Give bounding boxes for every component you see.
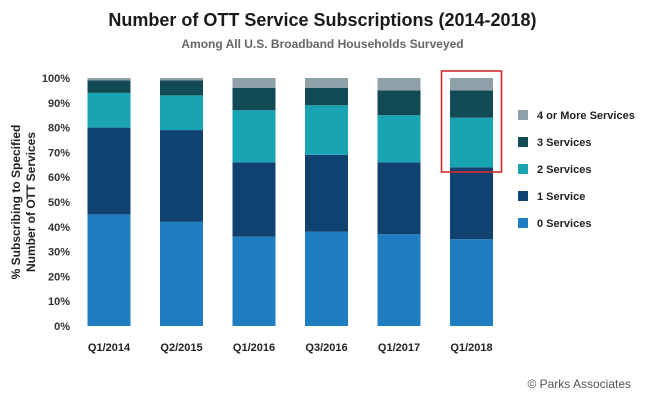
y-tick-label: 40% — [48, 222, 70, 234]
bar-segment — [377, 234, 421, 326]
legend-swatch — [518, 191, 528, 201]
bar-segment — [377, 162, 421, 235]
y-tick-label: 70% — [48, 147, 70, 159]
chart-subtitle: Among All U.S. Broadband Households Surv… — [181, 37, 464, 51]
y-axis-ticks: 0% 10% 20% 30% 40% 50% 60% 70% 80% 90% 100% — [42, 73, 70, 333]
bar-segment — [87, 92, 131, 128]
bar-segment — [305, 154, 348, 232]
x-tick-label: Q3/2016 — [305, 342, 347, 354]
bar-segment — [305, 105, 348, 155]
y-axis-label-line1: % Subscribing to Specified — [9, 125, 23, 280]
y-tick-label: 50% — [48, 197, 70, 209]
legend-label: 1 Service — [537, 191, 585, 203]
x-tick-label: Q2/2015 — [160, 342, 202, 354]
chart-title: Number of OTT Service Subscriptions (201… — [108, 10, 537, 30]
bar-segment — [87, 214, 131, 326]
x-tick-label: Q1/2018 — [450, 342, 492, 354]
bar-segment — [450, 117, 493, 168]
bar-segment — [450, 78, 493, 91]
x-tick-label: Q1/2016 — [233, 342, 275, 354]
y-tick-label: 100% — [42, 73, 70, 85]
bars — [87, 70, 503, 326]
x-tick-label: Q1/2017 — [378, 342, 420, 354]
legend-label: 0 Services — [537, 218, 591, 230]
y-tick-label: 20% — [48, 271, 70, 283]
legend-label: 2 Services — [537, 164, 591, 176]
bar-segment — [160, 130, 203, 222]
bar-segment — [305, 78, 348, 88]
bar-segment — [450, 90, 493, 118]
x-axis-categories: Q1/2014 Q2/2015 Q1/2016 Q3/2016 Q1/2017 Q1/20… — [88, 342, 493, 354]
y-tick-label: 90% — [48, 98, 70, 110]
bar-segment — [160, 80, 203, 96]
legend-swatch — [518, 164, 528, 174]
x-tick-label: Q1/2014 — [88, 342, 131, 354]
y-tick-label: 80% — [48, 123, 70, 135]
bar-segment — [160, 78, 203, 81]
y-tick-label: 30% — [48, 247, 70, 259]
bar-segment — [232, 78, 276, 88]
bar-segment — [232, 162, 276, 237]
bar-segment — [87, 78, 131, 81]
bar-segment — [87, 80, 131, 93]
bar-segment — [232, 87, 276, 111]
bar-segment — [377, 115, 421, 163]
legend-swatch — [518, 110, 528, 120]
bar-segment — [450, 167, 493, 240]
highlight-box — [440, 70, 503, 173]
y-tick-label: 10% — [48, 296, 70, 308]
y-axis-label-line2: Number of OTT Services — [24, 132, 38, 272]
bar-segment — [377, 90, 421, 116]
y-tick-label: 0% — [54, 321, 70, 333]
legend-swatch — [518, 137, 528, 147]
legend-label: 4 or More Services — [537, 110, 635, 122]
legend-swatch — [518, 218, 528, 228]
source-credit: © Parks Associates — [527, 377, 631, 391]
bar-segment — [450, 239, 493, 326]
bar-segment — [160, 95, 203, 131]
bar-segment — [87, 127, 131, 215]
bar-segment — [305, 231, 348, 326]
bar-segment — [377, 78, 421, 91]
y-tick-label: 60% — [48, 172, 70, 184]
bar-segment — [232, 110, 276, 163]
bar-segment — [232, 236, 276, 326]
legend: 4 or More Services 3 Services 2 Services 1 … — [518, 110, 635, 230]
bar-segment — [160, 221, 203, 326]
bar-segment — [305, 87, 348, 106]
legend-label: 3 Services — [537, 137, 591, 149]
